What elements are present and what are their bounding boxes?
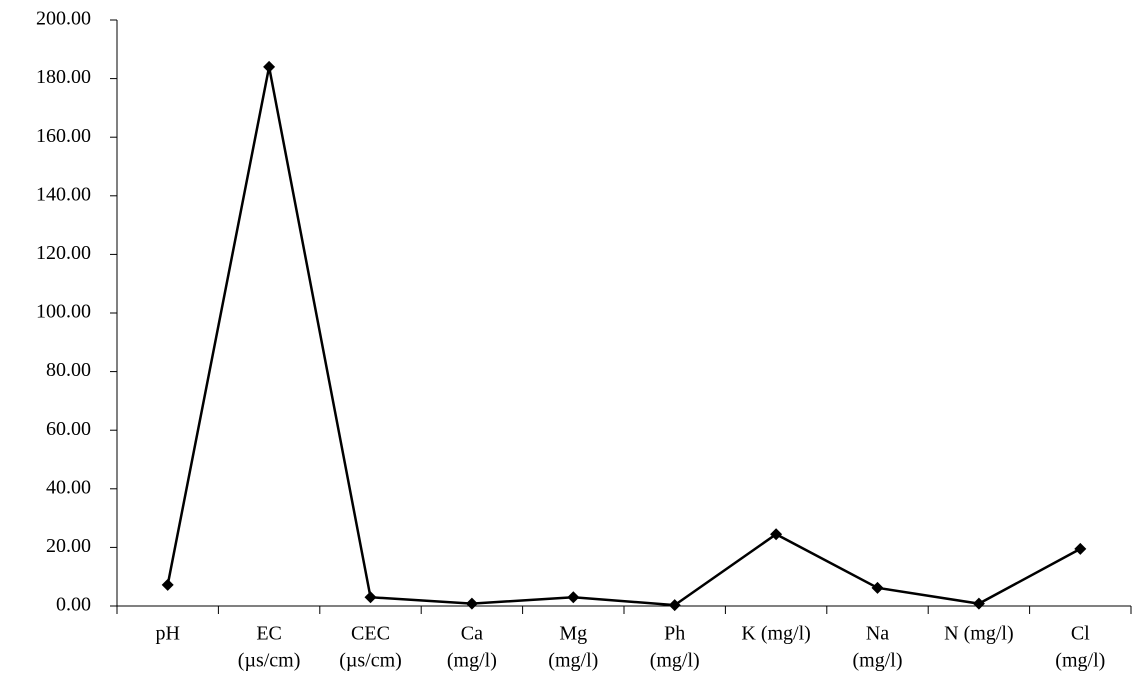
y-tick-label: 60.00: [46, 418, 91, 440]
x-tick-label: Mg: [559, 623, 587, 645]
y-tick-label: 80.00: [46, 359, 91, 381]
x-tick-label: (µs/cm): [339, 650, 402, 672]
y-tick-label: 40.00: [46, 476, 91, 498]
y-tick-label: 120.00: [36, 242, 91, 264]
x-tick-label: (mg/l): [447, 650, 497, 672]
y-tick-label: 20.00: [46, 535, 91, 557]
x-tick-label: Ph: [664, 623, 685, 645]
marker: [161, 578, 174, 591]
y-tick-label: 180.00: [36, 66, 91, 88]
x-tick-label: K (mg/l): [741, 623, 810, 645]
x-tick-label: pH: [155, 623, 179, 645]
marker: [364, 591, 377, 604]
marker: [1074, 542, 1087, 555]
x-tick-label: EC: [256, 623, 282, 645]
y-tick-label: 200.00: [36, 8, 91, 30]
marker: [567, 591, 580, 604]
marker: [263, 60, 276, 73]
y-tick-label: 0.00: [56, 594, 91, 616]
x-tick-label: (µs/cm): [238, 650, 301, 672]
marker: [465, 597, 478, 610]
y-tick-label: 140.00: [36, 183, 91, 205]
x-tick-label: Na: [866, 623, 889, 645]
marker: [770, 528, 783, 541]
marker: [972, 597, 985, 610]
y-tick-label: 100.00: [36, 301, 91, 323]
marker: [668, 599, 681, 612]
x-tick-label: (mg/l): [1055, 650, 1105, 672]
x-tick-label: Cl: [1071, 623, 1090, 645]
x-tick-label: (mg/l): [853, 650, 903, 672]
marker: [871, 581, 884, 594]
x-tick-label: (mg/l): [548, 650, 598, 672]
y-tick-label: 160.00: [36, 125, 91, 147]
x-tick-label: CEC: [351, 623, 390, 645]
x-tick-label: N (mg/l): [944, 623, 1013, 645]
x-tick-label: (mg/l): [650, 650, 700, 672]
line: [166, 66, 1081, 607]
x-tick-label: Ca: [461, 623, 483, 645]
